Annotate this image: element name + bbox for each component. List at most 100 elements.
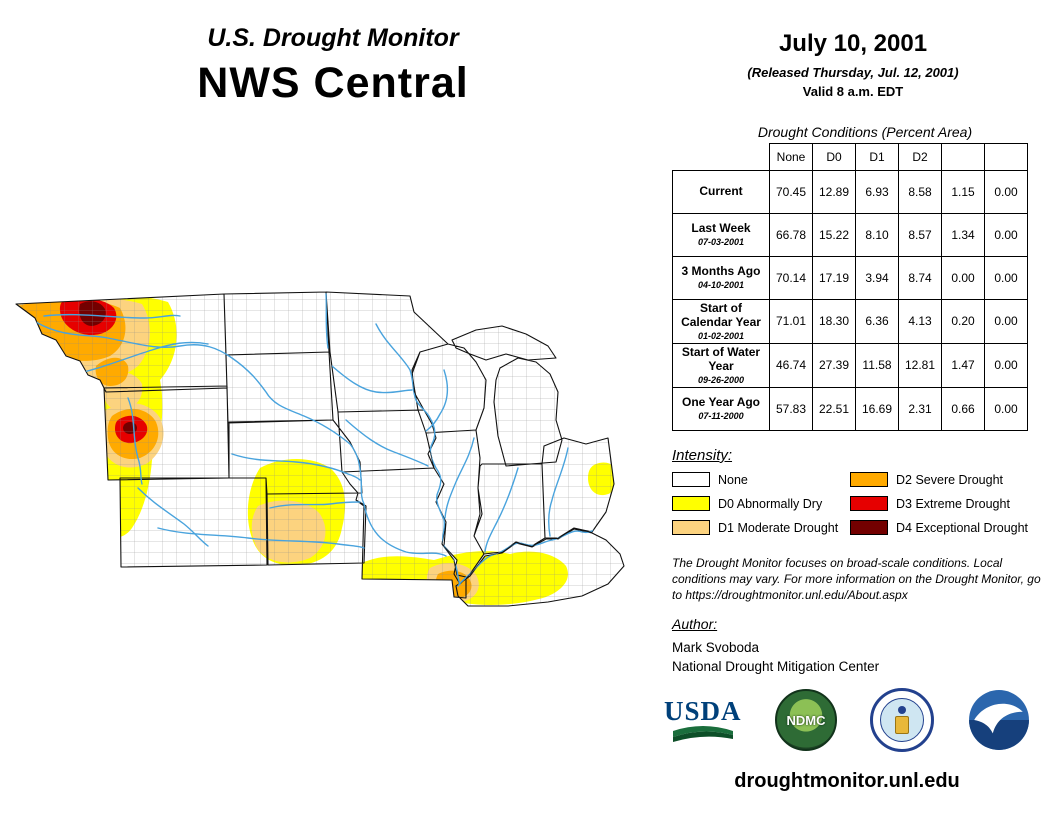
value-cell: 6.93 <box>855 170 899 214</box>
value-cell: 0.00 <box>984 170 1028 214</box>
noaa-logo-icon <box>968 689 1030 751</box>
table-row: Start of Calendar Year 01-02-2001 71.01 1… <box>672 299 1028 344</box>
column-header-d3: D3 <box>941 143 985 171</box>
value-cell: 2.31 <box>898 386 942 431</box>
value-cell: 46.74 <box>769 342 813 388</box>
column-header-d2: D2 <box>898 143 942 171</box>
ndmc-logo: NDMC <box>775 689 837 751</box>
value-cell: 0.00 <box>984 386 1028 431</box>
author-org: National Drought Mitigation Center <box>672 659 880 674</box>
table-header-row: None D0 D1 D2 D3 D4 <box>673 143 1028 171</box>
value-cell: 8.57 <box>898 213 942 257</box>
value-cell: 1.15 <box>941 170 985 214</box>
author-block: Author: Mark Svoboda National Drought Mi… <box>672 616 879 674</box>
column-header-none: None <box>769 143 813 171</box>
value-cell: 12.89 <box>812 170 856 214</box>
column-header-d0: D0 <box>812 143 856 171</box>
page-title: U.S. Drought Monitor <box>207 24 459 52</box>
value-cell: 22.51 <box>812 386 856 431</box>
value-cell: 70.45 <box>769 170 813 214</box>
value-cell: 0.00 <box>984 342 1028 388</box>
table-title: Drought Conditions (Percent Area) <box>757 124 973 140</box>
legend-item-d4: D4 Exceptional Drought <box>850 520 1044 535</box>
drought-map-svg <box>15 291 625 607</box>
value-cell: 16.69 <box>855 386 899 431</box>
row-label: Last Week 07-03-2001 <box>672 213 770 257</box>
value-cell: 8.74 <box>898 256 942 300</box>
legend-item-none: None <box>672 472 850 487</box>
row-date: 07-03-2001 <box>697 237 745 248</box>
row-date: 04-10-2001 <box>697 280 745 291</box>
value-cell: 4.13 <box>898 299 942 344</box>
row-date: 01-02-2001 <box>697 330 745 341</box>
value-cell: 1.47 <box>941 342 985 388</box>
value-cell: 8.58 <box>898 170 942 214</box>
logo-row: USDA NDMC <box>664 688 1030 752</box>
legend-item-d1: D1 Moderate Drought <box>672 520 850 535</box>
author-name: Mark Svoboda <box>672 640 760 655</box>
row-label: Start of Water Year 09-26-2000 <box>672 342 770 388</box>
row-label: 3 Months Ago 04-10-2001 <box>672 256 770 300</box>
site-url: droughtmonitor.unl.edu <box>734 770 960 792</box>
table-row: Start of Water Year 09-26-2000 46.74 27.3… <box>672 342 1028 388</box>
row-label: One Year Ago 07-11-2000 <box>672 386 770 431</box>
value-cell: 8.10 <box>855 213 899 257</box>
value-cell: 0.20 <box>941 299 985 344</box>
author-heading: Author: <box>672 616 718 632</box>
value-cell: 0.66 <box>941 386 985 431</box>
value-cell: 3.94 <box>855 256 899 300</box>
value-cell: 6.36 <box>855 299 899 344</box>
column-header-d4: D4 <box>984 143 1028 171</box>
row-date: 09-26-2000 <box>697 374 745 385</box>
row-date: 07-11-2000 <box>698 411 744 422</box>
value-cell: 0.00 <box>984 256 1028 300</box>
row-label: Start of Calendar Year 01-02-2001 <box>672 299 770 344</box>
swatch-d0 <box>672 496 710 511</box>
region-title: NWS Central <box>197 59 469 107</box>
valid-time: Valid 8 a.m. EDT <box>802 84 904 99</box>
value-cell: 0.00 <box>984 299 1028 344</box>
value-cell: 17.19 <box>812 256 856 300</box>
value-cell: 27.39 <box>812 342 856 388</box>
drought-map <box>8 288 648 633</box>
legend-item-d2: D2 Severe Drought <box>850 472 1044 487</box>
table-row: 3 Months Ago 04-10-2001 70.14 17.19 3.94 … <box>672 256 1028 300</box>
value-cell: 71.01 <box>769 299 813 344</box>
map-date: July 10, 2001 <box>778 30 928 57</box>
swatch-d3 <box>850 496 888 511</box>
date-block: July 10, 2001 (Released Thursday, Jul. 1… <box>688 30 1018 99</box>
released-date: (Released Thursday, Jul. 12, 2001) <box>747 65 959 80</box>
table-row: One Year Ago 07-11-2000 57.83 22.51 16.69… <box>672 386 1028 431</box>
intensity-legend: Intensity: None D0 Abnormally Dry D1 Mod… <box>672 447 1044 535</box>
legend-title: Intensity: <box>672 447 733 464</box>
legend-item-d3: D3 Extreme Drought <box>850 496 1044 511</box>
commerce-seal-icon <box>870 688 935 752</box>
table-corner-cell <box>673 144 770 171</box>
value-cell: 15.22 <box>812 213 856 257</box>
usda-logo-text: USDA <box>664 695 742 726</box>
swatch-none <box>672 472 710 487</box>
disclaimer-text: The Drought Monitor focuses on broad-sca… <box>672 556 1041 602</box>
usda-logo: USDA <box>664 695 742 743</box>
value-cell: 66.78 <box>769 213 813 257</box>
value-cell: 0.00 <box>984 213 1028 257</box>
swatch-d2 <box>850 472 888 487</box>
ndmc-logo-text: NDMC <box>786 712 826 728</box>
swatch-d1 <box>672 520 710 535</box>
legend-item-d0: D0 Abnormally Dry <box>672 496 850 511</box>
title-block: U.S. Drought Monitor NWS Central <box>118 24 548 108</box>
table-row: Last Week 07-03-2001 66.78 15.22 8.10 8.5… <box>672 213 1028 257</box>
column-header-d1: D1 <box>855 143 899 171</box>
value-cell: 57.83 <box>769 386 813 431</box>
row-label: Current <box>672 170 770 214</box>
swatch-d4 <box>850 520 888 535</box>
value-cell: 1.34 <box>941 213 985 257</box>
value-cell: 18.30 <box>812 299 856 344</box>
usda-swoosh-icon <box>672 725 733 742</box>
table-row: Current 70.45 12.89 6.93 8.58 1.15 0.00 <box>672 170 1028 214</box>
value-cell: 70.14 <box>769 256 813 300</box>
drought-conditions-table: None D0 D1 D2 D3 D4 Current 70.45 12.89 … <box>672 143 1028 431</box>
value-cell: 11.58 <box>855 342 899 388</box>
value-cell: 0.00 <box>941 256 985 300</box>
